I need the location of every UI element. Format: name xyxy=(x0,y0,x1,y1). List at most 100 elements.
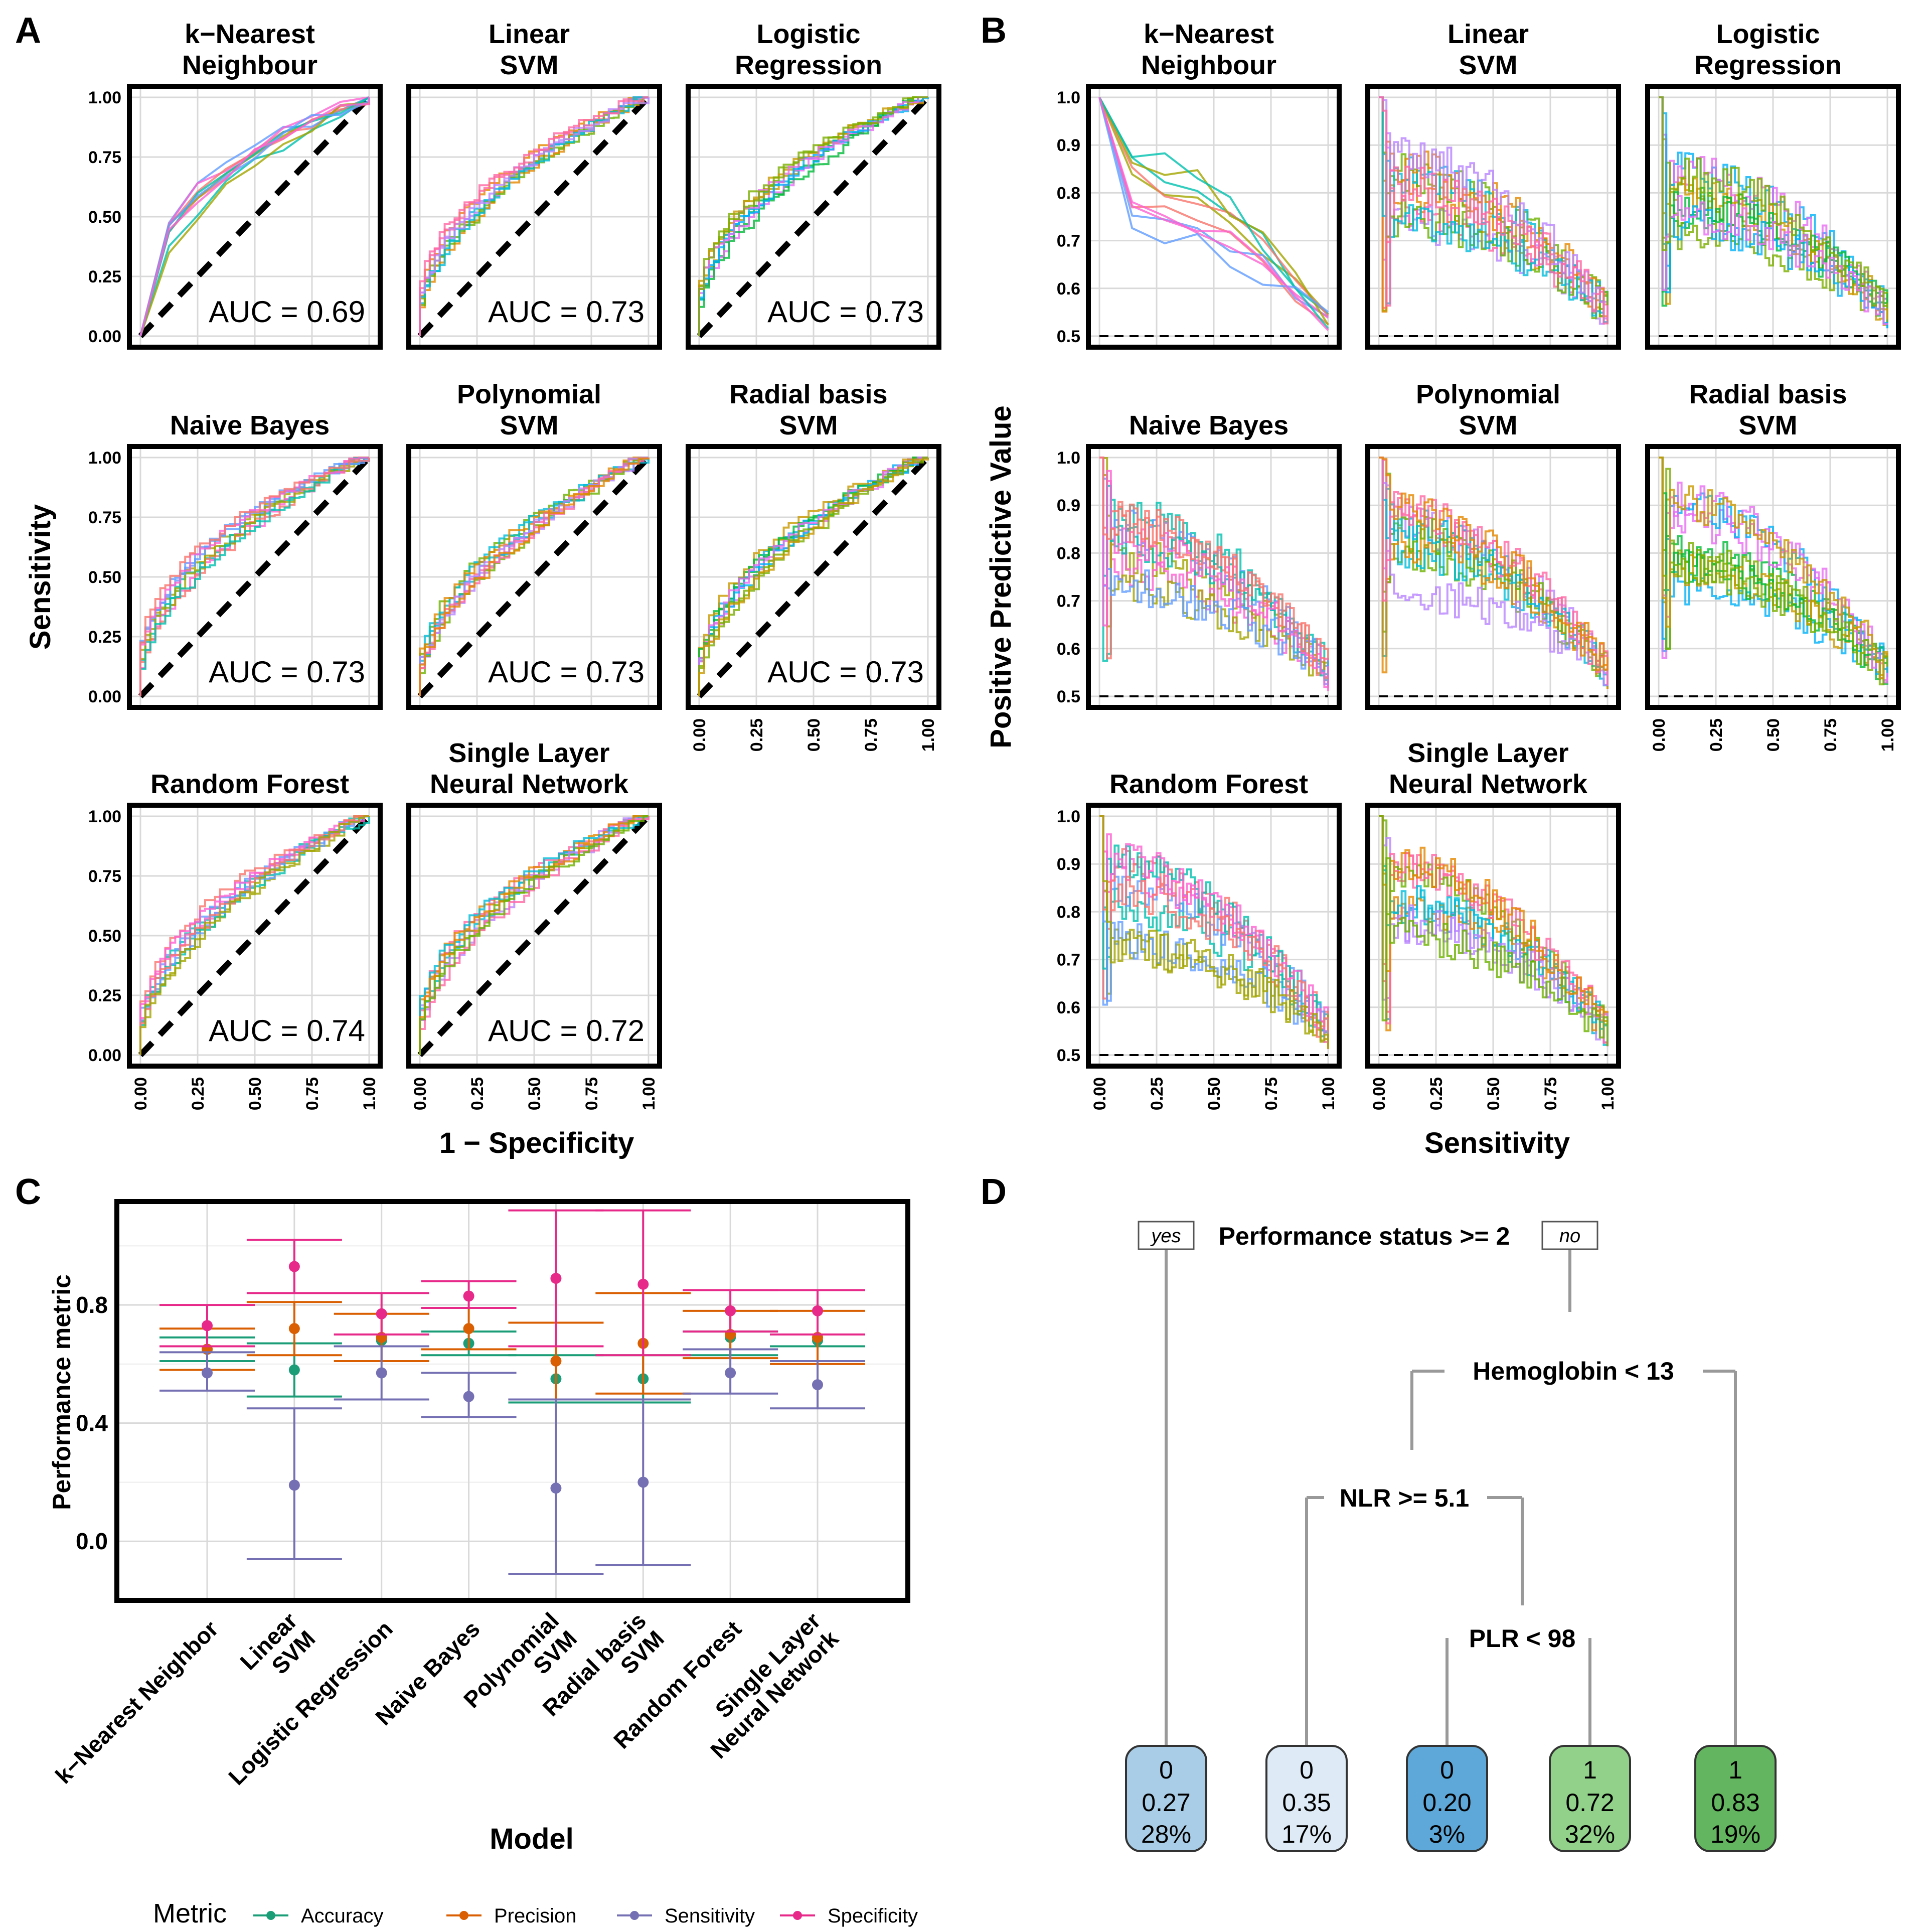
y-tick-label: 0.50 xyxy=(88,927,121,946)
y-tick-label: 0.50 xyxy=(88,568,121,587)
subplot-title: Random Forest xyxy=(150,769,349,799)
auc-label: AUC = 0.72 xyxy=(488,1014,645,1048)
yes-label-box xyxy=(1138,1221,1195,1250)
x-tick-label: 1.00 xyxy=(919,718,938,752)
subplot-title: Single Layer xyxy=(448,738,609,768)
roc-subplot: Radial basisSVM AUC = 0.73 0.00 0.25 0.50 0.7… xyxy=(686,379,941,752)
y-tick-label: 0.8 xyxy=(1057,903,1080,922)
pr-subplot: Radial basisSVM 0.00 0.25 0.50 0.75 1.00 xyxy=(1645,379,1901,752)
plot-frame xyxy=(127,803,383,1069)
plot-frame xyxy=(1645,84,1901,350)
y-tick-label: 0.50 xyxy=(88,208,121,227)
tree-leaf-class: 0 xyxy=(1159,1756,1173,1784)
x-category-label: k−Nearest Neighbor xyxy=(50,1615,223,1789)
auc-label: AUC = 0.73 xyxy=(488,295,645,329)
metric-point xyxy=(725,1305,736,1316)
plot-frame xyxy=(1645,444,1901,710)
roc-curve xyxy=(139,97,370,337)
panel-a-xlabel: 1 − Specificity xyxy=(439,1127,634,1159)
pr-curve xyxy=(1379,96,1609,325)
x-tick-label: 1.00 xyxy=(360,1077,379,1110)
x-tick-label: 0.00 xyxy=(1090,1077,1109,1110)
tree-leaf-probability: 0.27 xyxy=(1142,1789,1190,1817)
plot-frame xyxy=(1365,803,1621,1069)
subplot-title: Polynomial xyxy=(1416,379,1560,409)
y-tick-label: 0.75 xyxy=(88,148,121,167)
tree-leaf-probability: 0.83 xyxy=(1711,1789,1759,1817)
roc-subplot: Single LayerNeural Network AUC = 0.72 0.00… xyxy=(406,738,662,1110)
subplot-title: SVM xyxy=(500,50,558,80)
pr-subplot: Single LayerNeural Network 0.00 0.25 0.50 0.… xyxy=(1365,738,1621,1110)
metric-point xyxy=(463,1323,474,1334)
plot-frame xyxy=(127,444,383,710)
panel-c-metrics: 0.00.40.8k−Nearest Neighbor LinearSVMLogi… xyxy=(50,1199,918,1927)
metric-point xyxy=(812,1305,823,1316)
x-tick-label: 0.75 xyxy=(1262,1077,1281,1110)
x-tick-label: 1.00 xyxy=(1598,1077,1618,1110)
pr-curve xyxy=(1659,96,1888,307)
roc-curve xyxy=(698,96,928,336)
auc-label: AUC = 0.73 xyxy=(767,295,924,329)
y-tick-label: 0.75 xyxy=(88,867,121,886)
roc-subplot: PolynomialSVM AUC = 0.73 xyxy=(406,379,662,710)
plot-frame xyxy=(114,1199,910,1603)
roc-curve xyxy=(419,815,649,1055)
y-tick-label: 0.6 xyxy=(1057,640,1080,659)
legend-label: Sensitivity xyxy=(665,1905,755,1927)
no-label-box xyxy=(1541,1221,1598,1250)
y-tick-label: 0.9 xyxy=(1057,136,1080,155)
x-tick-label: 0.50 xyxy=(805,718,824,752)
panel-letter-b: B xyxy=(981,11,1007,51)
panel-b-xlabel: Sensitivity xyxy=(1424,1127,1570,1159)
subplot-title: Regression xyxy=(735,50,882,80)
plot-frame xyxy=(1365,444,1621,710)
legend-title: Metric xyxy=(153,1898,227,1928)
y-tick-label: 0.00 xyxy=(88,687,121,706)
metric-point xyxy=(550,1482,562,1494)
roc-subplot: LinearSVM AUC = 0.73 xyxy=(406,19,662,350)
y-tick-label: 1.0 xyxy=(1057,88,1080,107)
pr-curve xyxy=(1098,97,1329,330)
roc-curve xyxy=(139,97,370,337)
roc-curve xyxy=(139,457,370,696)
x-tick-label: 0.25 xyxy=(1707,718,1726,752)
pr-subplot: Random Forest 0.5 0.6 0.7 0.8 0.9 1.0 0.00 0.25 0… xyxy=(1057,769,1342,1110)
y-tick-label: 0.4 xyxy=(76,1410,108,1436)
subplot-title: Naive Bayes xyxy=(170,410,330,440)
legend-label: Accuracy xyxy=(301,1905,384,1927)
x-tick-label: 0.75 xyxy=(1541,1077,1560,1110)
subplot-title: Neural Network xyxy=(1389,769,1588,799)
pr-curve xyxy=(1098,97,1329,315)
auc-label: AUC = 0.69 xyxy=(209,295,365,329)
y-tick-label: 0.00 xyxy=(88,1046,121,1065)
panel-c-ylabel: Performance metric xyxy=(48,1274,76,1510)
panel-letter-d: D xyxy=(981,1172,1007,1212)
y-tick-label: 0.9 xyxy=(1057,855,1080,874)
y-tick-label: 0.5 xyxy=(1057,327,1080,346)
plot-frame xyxy=(1086,444,1342,710)
metric-point xyxy=(637,1476,649,1488)
x-tick-label: 0.25 xyxy=(747,718,766,752)
metric-point xyxy=(550,1356,562,1367)
panel-c-xlabel: Model xyxy=(490,1823,574,1855)
x-tick-label: 0.75 xyxy=(582,1077,601,1110)
x-tick-label: 0.00 xyxy=(1370,1077,1389,1110)
y-tick-label: 0.6 xyxy=(1057,998,1080,1017)
x-tick-label: 0.25 xyxy=(1427,1077,1446,1110)
y-tick-label: 1.00 xyxy=(88,88,121,107)
metric-point xyxy=(288,1364,300,1376)
x-tick-label: 0.25 xyxy=(468,1077,487,1110)
pr-curve xyxy=(1379,457,1609,671)
subplot-title: Neural Network xyxy=(430,769,629,799)
tree-leaf-class: 0 xyxy=(1440,1756,1454,1784)
subplot-title: Random Forest xyxy=(1109,769,1308,799)
subplot-title: Neighbour xyxy=(182,50,317,80)
metric-point xyxy=(550,1273,562,1284)
metric-point xyxy=(202,1367,213,1379)
pr-subplot: LinearSVM xyxy=(1365,19,1621,350)
subplot-title: Polynomial xyxy=(457,379,601,409)
pr-curve xyxy=(1098,97,1329,313)
subplot-title: SVM xyxy=(1738,410,1797,440)
no-label: no xyxy=(1559,1226,1580,1247)
